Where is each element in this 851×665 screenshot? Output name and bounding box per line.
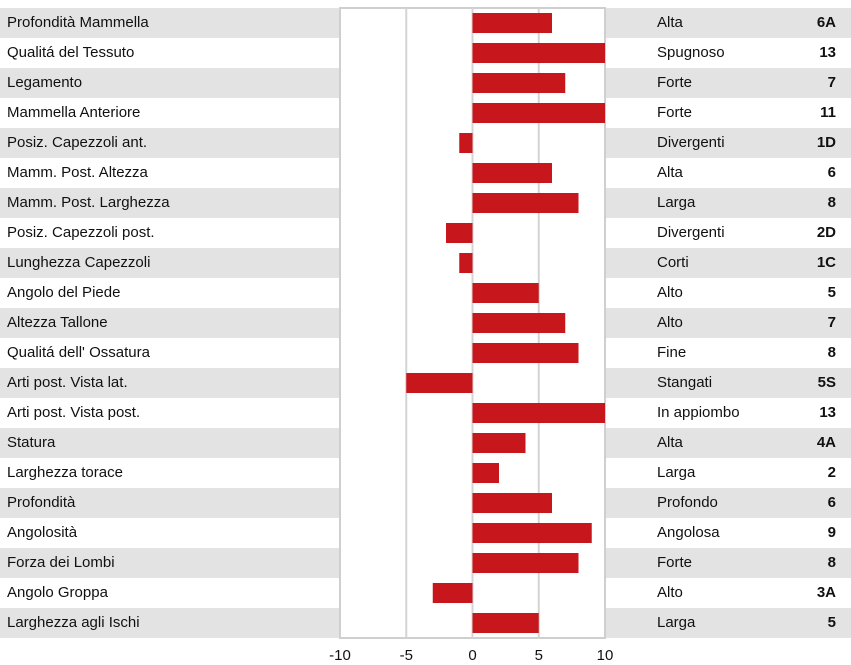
category-label: Arti post. Vista lat. (7, 374, 128, 391)
category-label: Angolo Groppa (7, 584, 109, 601)
bar (472, 523, 592, 543)
descriptor: Larga (657, 194, 696, 211)
descriptor: Alta (657, 164, 684, 181)
category-label: Mamm. Post. Altezza (7, 164, 149, 181)
code: 8 (828, 194, 836, 211)
code: 6 (828, 494, 836, 511)
x-tick-label: -5 (400, 647, 413, 664)
descriptor: Forte (657, 554, 692, 571)
category-label: Larghezza agli Ischi (7, 614, 140, 631)
descriptor: Fine (657, 344, 686, 361)
category-label: Mamm. Post. Larghezza (7, 194, 170, 211)
descriptor: Divergenti (657, 134, 725, 151)
bar (472, 343, 579, 363)
bar (472, 73, 566, 93)
bar (472, 433, 526, 453)
category-label: Qualitá dell' Ossatura (7, 344, 151, 361)
bar (472, 463, 499, 483)
code: 8 (828, 554, 836, 571)
category-label: Legamento (7, 74, 82, 91)
category-label: Lunghezza Capezzoli (7, 254, 150, 271)
code: 5 (828, 614, 836, 631)
code: 5 (828, 284, 836, 301)
code: 13 (819, 404, 836, 421)
code: 9 (828, 524, 836, 541)
category-label: Profondità (7, 494, 76, 511)
bar (459, 253, 473, 273)
category-label: Statura (7, 434, 56, 451)
descriptor: Profondo (657, 494, 718, 511)
descriptor: Larga (657, 614, 696, 631)
code: 7 (828, 314, 836, 331)
code: 4A (817, 434, 836, 451)
code: 11 (820, 104, 836, 121)
category-label: Altezza Tallone (7, 314, 108, 331)
code: 5S (818, 374, 836, 391)
code: 2D (817, 224, 836, 241)
code: 6 (828, 164, 836, 181)
category-label: Forza dei Lombi (7, 554, 115, 571)
bar (472, 313, 566, 333)
category-label: Posiz. Capezzoli ant. (7, 134, 147, 151)
descriptor: Larga (657, 464, 696, 481)
code: 3A (817, 584, 836, 601)
x-tick-label: 5 (535, 647, 543, 664)
descriptor: Spugnoso (657, 44, 725, 61)
x-tick-label: -10 (329, 647, 351, 664)
bar (472, 193, 579, 213)
bar (472, 493, 552, 513)
descriptor: Alto (657, 284, 683, 301)
code: 1C (817, 254, 836, 271)
code: 1D (817, 134, 836, 151)
descriptor: Alto (657, 314, 683, 331)
bar (472, 43, 605, 63)
descriptor: Alta (657, 14, 684, 31)
bar (459, 133, 473, 153)
descriptor: In appiombo (657, 404, 740, 421)
category-label: Larghezza torace (7, 464, 123, 481)
descriptor: Alta (657, 434, 684, 451)
bar (472, 13, 552, 33)
bar (472, 553, 579, 573)
code: 6A (817, 14, 836, 31)
category-label: Mammella Anteriore (7, 104, 140, 121)
descriptor: Angolosa (657, 524, 720, 541)
code: 8 (828, 344, 836, 361)
code: 7 (828, 74, 836, 91)
descriptor: Forte (657, 74, 692, 91)
descriptor: Forte (657, 104, 692, 121)
category-label: Angolosità (7, 524, 78, 541)
category-label: Profondità Mammella (7, 14, 149, 31)
code: 2 (828, 464, 836, 481)
bar (406, 373, 473, 393)
category-label: Qualitá del Tessuto (7, 44, 134, 61)
x-tick-label: 0 (468, 647, 476, 664)
bar (472, 163, 552, 183)
category-label: Angolo del Piede (7, 284, 120, 301)
descriptor: Alto (657, 584, 683, 601)
descriptor: Corti (657, 254, 689, 271)
bar (432, 583, 473, 603)
x-tick-label: 10 (597, 647, 614, 664)
code: 13 (819, 44, 836, 61)
category-label: Posiz. Capezzoli post. (7, 224, 155, 241)
descriptor: Divergenti (657, 224, 725, 241)
bar (472, 283, 539, 303)
bar (472, 613, 539, 633)
bar (472, 103, 605, 123)
bar (472, 403, 605, 423)
bar (446, 223, 473, 243)
category-label: Arti post. Vista post. (7, 404, 140, 421)
descriptor: Stangati (657, 374, 712, 391)
